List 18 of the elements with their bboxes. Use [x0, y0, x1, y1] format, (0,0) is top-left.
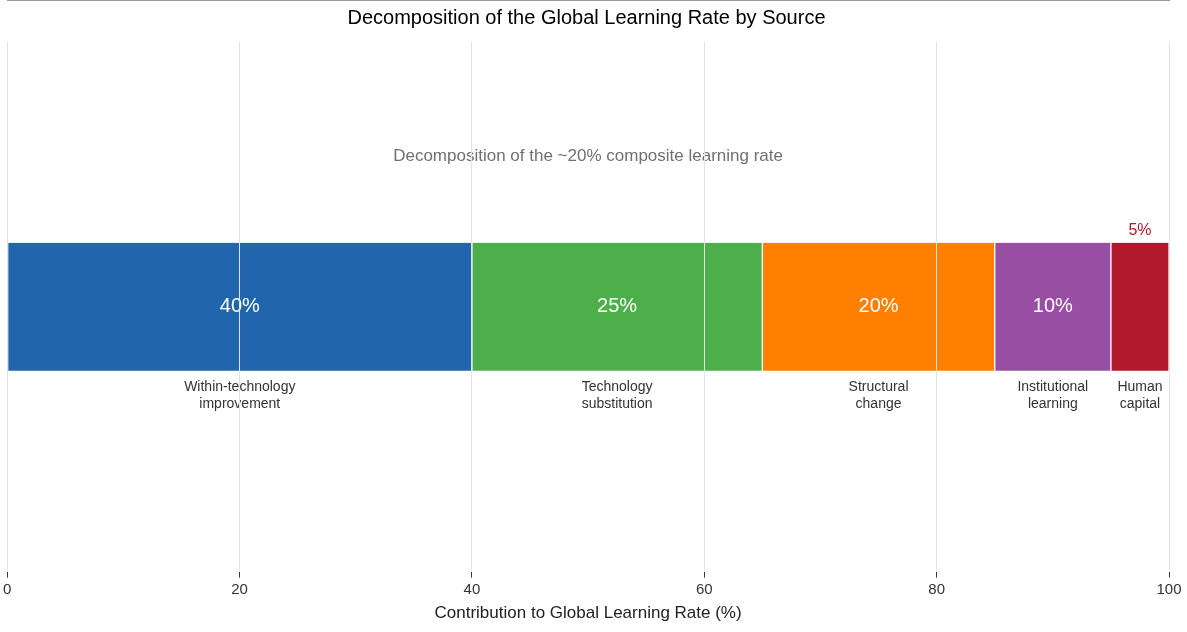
annotation: Decomposition of the ~20% composite learning rate	[393, 146, 783, 166]
series-label: Institutional learning	[1017, 377, 1089, 411]
x-tick-label: 80	[928, 579, 945, 597]
x-tick-label: 20	[231, 579, 248, 597]
x-tick-label: 100	[1156, 579, 1182, 597]
x-axis-title: Contribution to Global Learning Rate (%)	[434, 603, 742, 623]
data-label: 5%	[1128, 221, 1152, 239]
series-label: Structural change	[848, 377, 909, 411]
data-label: 10%	[1032, 294, 1074, 317]
x-tick-label: 40	[463, 579, 481, 597]
series-label: Human capital	[1117, 377, 1163, 411]
data-label: 20%	[858, 294, 899, 317]
series-label: Technology substitution	[581, 377, 653, 411]
series-label: Within-technology improvement	[184, 377, 296, 411]
x-tick-label: 0	[3, 579, 12, 597]
data-label: 25%	[597, 294, 638, 317]
chart-title: Decomposition of the Global Learning Rate by Source	[347, 5, 826, 28]
x-tick-label: 60	[695, 579, 713, 597]
